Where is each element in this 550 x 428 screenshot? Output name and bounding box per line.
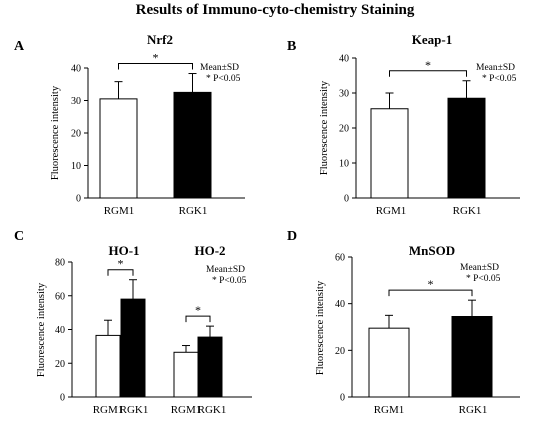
panel-c-y-tick-label: 0	[60, 393, 65, 404]
panel-c-label: C	[14, 229, 24, 244]
panel-c-significance-bracket	[107, 269, 134, 276]
panel-d-legend: Mean±SD * P<0.05	[460, 263, 501, 284]
panel-c-y-tick-label: 20	[55, 359, 65, 370]
panel-d-bar-rgk1	[451, 316, 493, 398]
panel-c-y-axis-label: Fluorescence intensity	[36, 282, 47, 377]
panel-c-group-title: HO-2	[194, 243, 225, 258]
panel-d-y-tick-label: 40	[335, 299, 345, 310]
panel-b-y-tick-label: 0	[344, 194, 349, 205]
panel-b-title: Keap-1	[412, 32, 452, 47]
panel-d-y-tick-label: 60	[335, 253, 345, 264]
panel-b-y-tick-label: 30	[339, 89, 349, 100]
panel-a-y-tick-label: 0	[76, 194, 81, 205]
panel-a-bar-rgk1	[173, 91, 212, 199]
panel-d-y-tick-label: 0	[340, 393, 345, 404]
panel-b-bar-rgm1	[370, 108, 409, 199]
panel-d-category-label: RGM1	[374, 404, 405, 416]
panel-c-bar-rgm1	[173, 351, 199, 398]
panel-a-significance-bracket	[118, 63, 193, 70]
panel-d-label: D	[287, 229, 297, 244]
panel-c-category-label: RGM1	[93, 404, 124, 416]
panel-d-y-axis-label: Fluorescence intensity	[315, 280, 326, 375]
panel-a-label: A	[14, 39, 25, 54]
panel-c-category-label: RGM1	[171, 404, 202, 416]
panel-a-title: Nrf2	[147, 32, 173, 47]
panel-c-bar-rgk1	[120, 298, 146, 398]
panel-c-category-label: RGK1	[198, 404, 227, 416]
panel-a-category-label: RGK1	[179, 205, 208, 217]
panel-b-significance-star: *	[425, 58, 431, 72]
panel-a-y-tick-label: 10	[71, 161, 81, 172]
figure-title: Results of Immuno-cyto-chemistry Stainin…	[135, 2, 415, 18]
panel-c-category-label: RGK1	[120, 404, 149, 416]
panel-a-bar-rgm1	[99, 98, 138, 199]
panel-c-legend: Mean±SD * P<0.05	[206, 265, 247, 286]
panel-d-significance-bracket	[388, 289, 473, 297]
panel-b-y-tick-label: 10	[339, 159, 349, 170]
panel-b-bar-rgk1	[447, 97, 486, 199]
panel-b-category-label: RGK1	[453, 205, 482, 217]
panel-a-legend: Mean±SD * P<0.05	[200, 63, 241, 84]
panel-a-y-tick-label: 30	[71, 96, 81, 107]
panel-c-significance-star: *	[118, 257, 124, 271]
panel-a-y-tick-label: 20	[71, 129, 81, 140]
panel-b-y-tick-label: 20	[339, 124, 349, 135]
panel-c-group-title: HO-1	[108, 243, 139, 258]
panel-a-y-axis-label: Fluorescence intensity	[50, 85, 61, 180]
panel-d-significance-star: *	[428, 277, 434, 291]
panel-c-significance-bracket	[185, 315, 211, 323]
panel-b-y-axis-label: Fluorescence intensity	[319, 80, 330, 175]
panel-b-y-tick-label: 40	[339, 54, 349, 65]
panel-d-bar-rgm1	[368, 327, 410, 398]
panel-c-y-tick-label: 60	[55, 291, 65, 302]
panel-c-y-tick-label: 80	[55, 258, 65, 269]
panel-b-category-label: RGM1	[376, 205, 407, 217]
panel-a-y-tick-label: 40	[71, 64, 81, 75]
panel-b-legend: Mean±SD * P<0.05	[476, 63, 517, 84]
panel-d-y-tick-label: 20	[335, 346, 345, 357]
panel-c-bar-rgm1	[95, 334, 121, 398]
panel-d-category-label: RGK1	[459, 404, 488, 416]
panel-b-significance-bracket	[389, 70, 467, 77]
panel-d-title: MnSOD	[409, 243, 455, 258]
panel-a-significance-star: *	[153, 51, 159, 65]
panel-b-label: B	[287, 39, 296, 54]
panel-c-y-tick-label: 40	[55, 325, 65, 336]
panel-c-significance-star: *	[195, 303, 201, 317]
panel-a-category-label: RGM1	[104, 205, 135, 217]
panel-c-bar-rgk1	[197, 336, 223, 398]
